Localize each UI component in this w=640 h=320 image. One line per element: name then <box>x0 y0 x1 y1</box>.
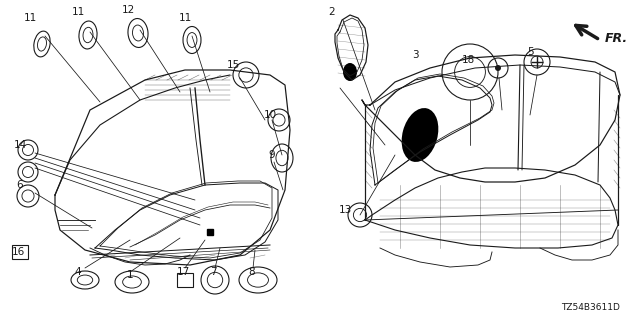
Ellipse shape <box>402 108 438 162</box>
Text: 16: 16 <box>12 247 24 257</box>
Ellipse shape <box>343 63 357 81</box>
Text: 10: 10 <box>264 110 276 120</box>
Text: 9: 9 <box>269 150 275 160</box>
Text: 3: 3 <box>412 50 419 60</box>
Text: 8: 8 <box>249 267 255 277</box>
Text: 12: 12 <box>122 5 134 15</box>
Text: 7: 7 <box>210 267 216 277</box>
Text: 13: 13 <box>339 205 351 215</box>
Text: 11: 11 <box>179 13 191 23</box>
Text: 11: 11 <box>72 7 84 17</box>
Bar <box>177 273 193 287</box>
Bar <box>12 245 28 259</box>
Text: 2: 2 <box>329 7 335 17</box>
Text: 15: 15 <box>227 60 239 70</box>
Text: TZ54B3611D: TZ54B3611D <box>561 303 620 312</box>
Text: 11: 11 <box>24 13 36 23</box>
Text: 4: 4 <box>75 267 81 277</box>
Circle shape <box>495 65 501 71</box>
Text: 18: 18 <box>461 55 475 65</box>
Text: 5: 5 <box>528 47 534 57</box>
Text: 6: 6 <box>17 180 23 190</box>
Text: FR.: FR. <box>605 31 628 44</box>
Text: 14: 14 <box>13 140 27 150</box>
Text: 17: 17 <box>177 267 189 277</box>
Text: 1: 1 <box>127 270 133 280</box>
